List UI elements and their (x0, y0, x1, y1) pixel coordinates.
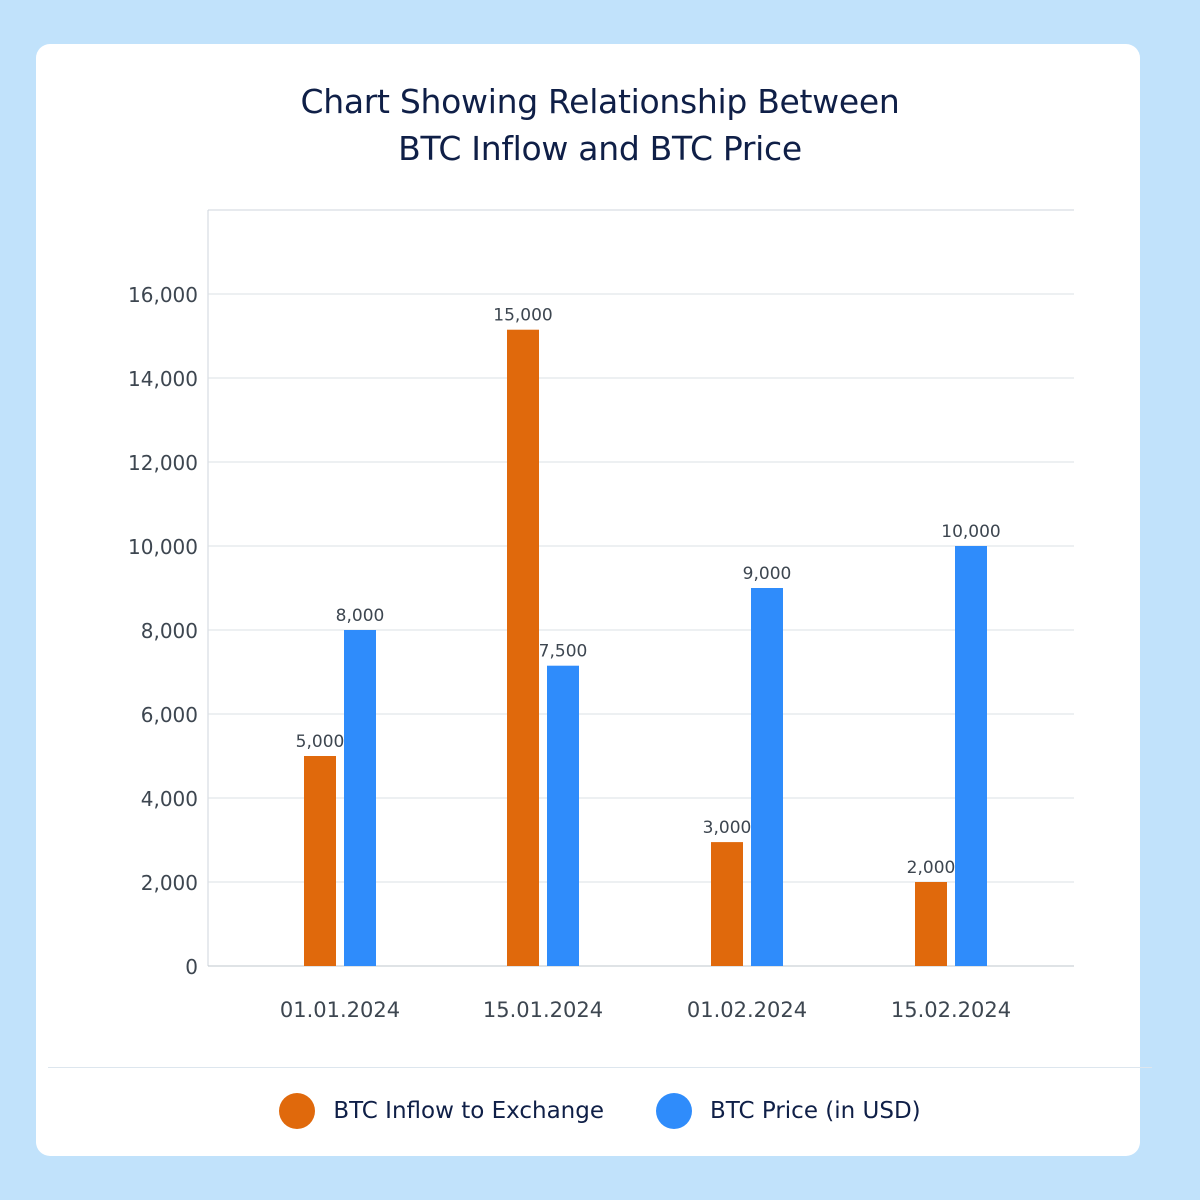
bar-inflow (915, 882, 947, 966)
bars (304, 329, 987, 966)
y-tick-label: 12,000 (128, 451, 198, 475)
y-tick-label: 8,000 (141, 619, 198, 643)
grid-lines (207, 209, 1074, 967)
y-axis-tick-labels: 0 2,000 4,000 6,000 8,000 10,000 12,000 14,000 1… (128, 283, 198, 979)
x-tick-label: 15.01.2024 (483, 998, 603, 1022)
bar-price (344, 630, 376, 966)
y-tick-label: 14,000 (128, 367, 198, 391)
y-tick-label: 0 (185, 955, 198, 979)
legend: BTC Inflow to Exchange BTC Price (in USD… (0, 1088, 1200, 1134)
y-tick-label: 4,000 (141, 787, 198, 811)
bar-inflow (507, 329, 539, 966)
y-tick-label: 2,000 (141, 871, 198, 895)
bar-inflow (304, 756, 336, 966)
value-label-price: 8,000 (336, 606, 385, 626)
bar-value-labels: 5,000 15,000 3,000 2,000 8,000 7,500 9,000 10,0… (296, 306, 1001, 878)
value-label-price: 10,000 (941, 522, 1000, 542)
value-label-inflow: 5,000 (296, 732, 345, 752)
value-label-inflow: 2,000 (907, 858, 956, 878)
legend-item-price: BTC Price (in USD) (656, 1093, 921, 1129)
y-tick-label: 6,000 (141, 703, 198, 727)
value-label-price: 9,000 (743, 564, 792, 584)
bar-price (955, 546, 987, 966)
legend-divider (48, 1067, 1152, 1068)
chart-title: Chart Showing Relationship Between BTC I… (0, 78, 1200, 172)
legend-item-inflow: BTC Inflow to Exchange (279, 1093, 604, 1129)
x-axis-tick-labels: 01.01.2024 15.01.2024 01.02.2024 15.02.2024 (280, 998, 1011, 1022)
chart-title-line-1: Chart Showing Relationship Between (300, 82, 900, 121)
bar-inflow (711, 842, 743, 966)
bar-price (751, 588, 783, 966)
bar-price (547, 665, 579, 966)
chart-title-line-2: BTC Inflow and BTC Price (398, 129, 802, 168)
legend-swatch-price (656, 1093, 693, 1129)
x-tick-label: 15.02.2024 (891, 998, 1011, 1022)
x-tick-label: 01.01.2024 (280, 998, 400, 1022)
value-label-inflow: 3,000 (703, 818, 752, 838)
value-label-inflow: 15,000 (493, 306, 552, 326)
legend-swatch-inflow (279, 1093, 316, 1129)
x-tick-label: 01.02.2024 (687, 998, 807, 1022)
value-label-price: 7,500 (539, 642, 588, 662)
legend-label-inflow: BTC Inflow to Exchange (333, 1098, 605, 1124)
legend-label-price: BTC Price (in USD) (710, 1098, 921, 1124)
y-tick-label: 16,000 (128, 283, 198, 307)
y-tick-label: 10,000 (128, 535, 198, 559)
